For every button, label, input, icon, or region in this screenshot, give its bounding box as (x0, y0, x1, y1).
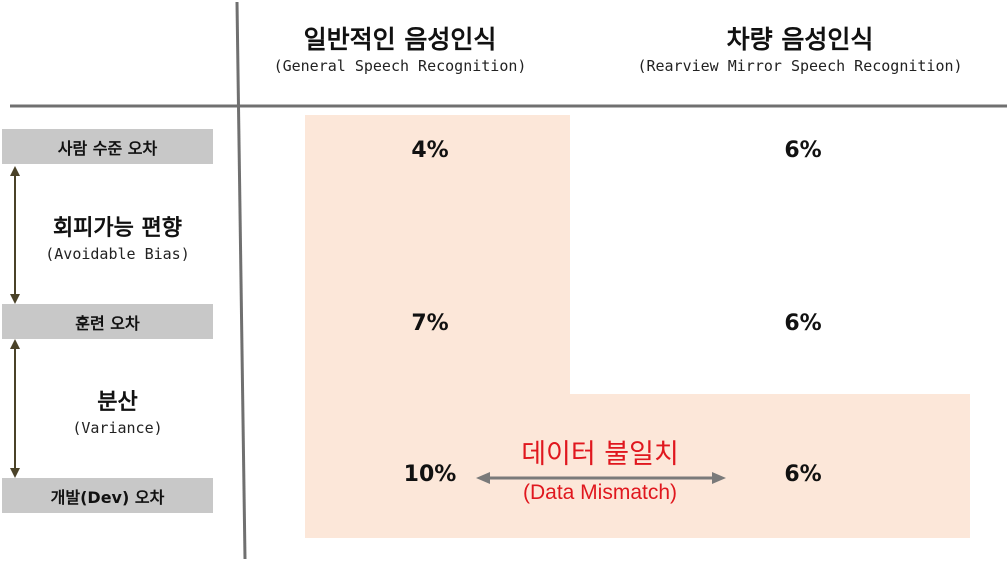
row-label-training-error: 훈련 오차 (2, 304, 213, 339)
header-vehicle-subtitle: (Rearview Mirror Speech Recognition) (637, 57, 963, 75)
avoidable-bias-subtitle: (Avoidable Bias) (45, 245, 190, 263)
variance-title: 분산 (97, 390, 138, 415)
header-general-subtitle: (General Speech Recognition) (273, 57, 527, 75)
variance-subtitle: (Variance) (72, 419, 163, 437)
row-label-dev-error: 개발(Dev) 오차 (2, 478, 213, 513)
header-vehicle-title: 차량 음성인식 (726, 25, 874, 54)
cell-dev-general: 10% (403, 462, 457, 487)
header-general-title: 일반적인 음성인식 (303, 25, 497, 54)
cell-train-general: 7% (411, 311, 449, 336)
column-divider (235, 1, 247, 560)
data-mismatch-subtitle: (Data Mismatch) (522, 481, 678, 504)
cell-human-vehicle: 6% (784, 138, 822, 163)
mismatch-arrow (476, 472, 726, 484)
cell-train-vehicle: 6% (784, 311, 822, 336)
row-label-human-error: 사람 수준 오차 (2, 129, 213, 164)
cell-dev-vehicle: 6% (784, 462, 822, 487)
avoidable-bias-title: 회피가능 편향 (52, 216, 183, 241)
cell-human-general: 4% (411, 138, 449, 163)
data-mismatch-title: 데이터 불일치 (521, 439, 679, 470)
side-arrows (10, 166, 20, 478)
bias-arrow (10, 166, 20, 304)
highlight-row (305, 394, 970, 538)
variance-arrow (10, 339, 20, 478)
